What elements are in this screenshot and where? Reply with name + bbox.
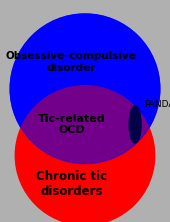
Text: Tic-related
OCD: Tic-related OCD [38, 113, 105, 135]
Ellipse shape [10, 14, 160, 164]
Ellipse shape [10, 14, 160, 164]
Text: PANDAS: PANDAS [144, 100, 170, 109]
Ellipse shape [15, 86, 155, 222]
Text: Obsessive–compulsive
disorder: Obsessive–compulsive disorder [6, 51, 137, 73]
Ellipse shape [129, 106, 141, 143]
Text: Chronic tic
disorders: Chronic tic disorders [36, 170, 107, 198]
